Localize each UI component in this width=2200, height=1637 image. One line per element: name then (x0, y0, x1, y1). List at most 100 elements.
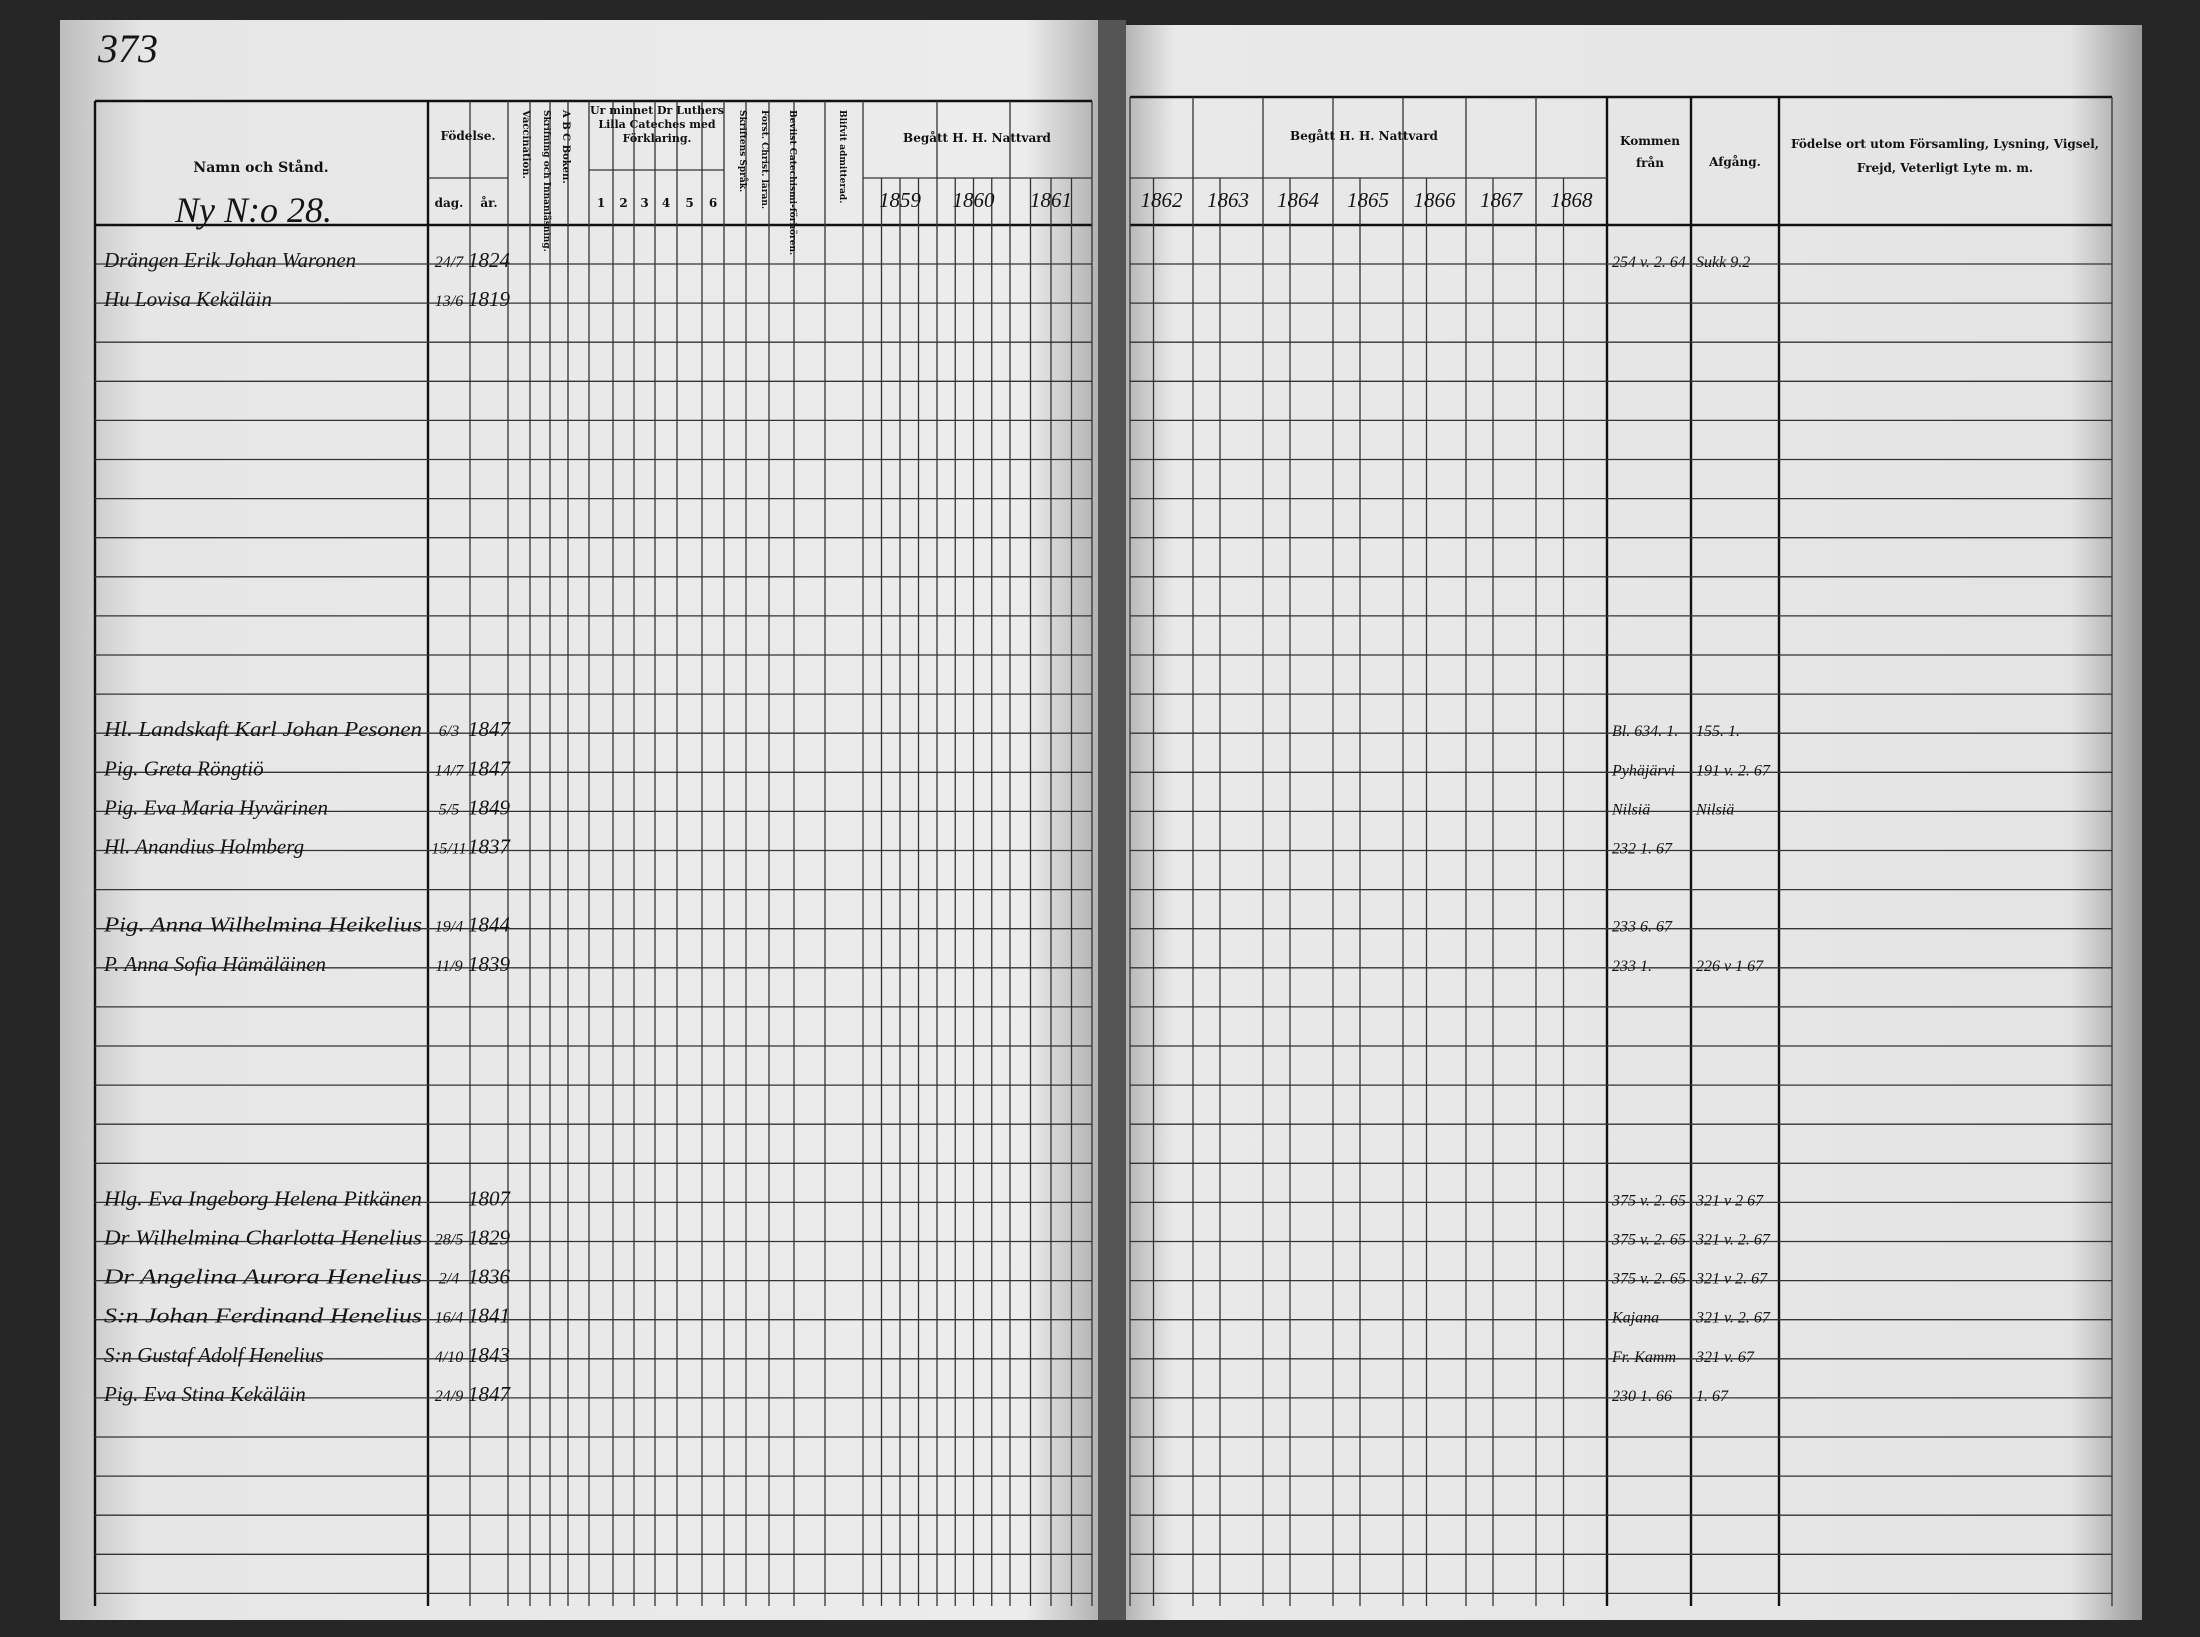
year-header: 1859 (879, 188, 922, 212)
entry-day: 2/4 (439, 1271, 459, 1288)
entry-name: Pig. Greta Röngtiö (103, 756, 264, 780)
entry-name: Hlg. Eva Ingeborg Helena Pitkänen (103, 1186, 422, 1210)
from-header-box: Kommen från (1620, 134, 1680, 170)
entry-from: Nilsiä (1611, 801, 1650, 818)
entry-year: 1824 (468, 248, 511, 272)
entry-departure: 1. 67 (1696, 1388, 1729, 1405)
entry-from: Kajana (1611, 1310, 1659, 1327)
left-page (60, 20, 1110, 1620)
catechism-part: 3 (640, 196, 648, 210)
entry-year: 1836 (468, 1265, 511, 1289)
name-header: Namn och Stånd. (193, 158, 328, 176)
remarks-header-box: Födelse ort utom Församling, Lysning, Vi… (1791, 137, 2099, 175)
entry-year: 1847 (468, 1382, 512, 1406)
entry-from: 230 1. 66 (1612, 1388, 1672, 1405)
entry-departure: 321 v. 2. 67 (1695, 1310, 1771, 1327)
page-number: 373 (97, 26, 158, 71)
year-header: 1864 (1277, 188, 1320, 212)
catechism-part: 1 (597, 196, 605, 210)
year-header: 1861 (1030, 188, 1072, 212)
entry-name: Dr Angelina Aurora Henelius (103, 1265, 422, 1289)
entry-year: 1807 (468, 1186, 512, 1210)
year-header: 1860 (953, 188, 996, 212)
catechism-header-box: Ur minnet Dr Luthers Lilla Cateches med … (590, 104, 724, 145)
entry-year: 1837 (468, 835, 512, 859)
entry-departure: 191 v. 2. 67 (1696, 762, 1771, 779)
entry-from: Bl. 634. 1. (1612, 723, 1678, 740)
entry-day: 24/9 (435, 1388, 463, 1405)
entry-departure: Sukk 9.2 (1696, 254, 1750, 271)
entry-name: Hu Lovisa Kekäläin (103, 287, 272, 311)
entry-day: 19/4 (435, 919, 463, 936)
entry-day: 4/10 (435, 1349, 463, 1366)
catechism-part: 2 (619, 196, 627, 210)
year-header: år. (480, 195, 497, 210)
entry-name: P. Anna Sofia Hämäläinen (103, 952, 326, 976)
entry-from: Fr. Kamm (1611, 1349, 1676, 1366)
entry-departure: 321 v. 67 (1695, 1349, 1755, 1366)
entry-from: 233 1. (1612, 958, 1652, 975)
admitted-header: Blifvit admitterad. (837, 110, 847, 203)
entry-day: 5/5 (439, 801, 459, 818)
entry-day: 28/5 (435, 1232, 463, 1249)
entry-name: S:n Johan Ferdinand Henelius (104, 1304, 422, 1328)
year-header: 1865 (1347, 188, 1389, 212)
entry-departure: 321 v 2 67 (1695, 1192, 1764, 1209)
departure-header: Afgång. (1708, 154, 1761, 169)
entry-day: 16/4 (435, 1310, 463, 1327)
year-header: 1862 (1141, 188, 1184, 212)
hearings-header: Beviist Catechismi-förhören. (787, 110, 798, 255)
entry-day: 15/11 (431, 841, 466, 858)
entry-day: 13/6 (435, 293, 463, 310)
entry-day: 11/9 (435, 958, 462, 975)
right-page (1112, 25, 2142, 1620)
vaccination-header: Vaccination. (520, 109, 531, 179)
year-header: 1867 (1480, 188, 1524, 212)
catechism-part: 6 (709, 196, 717, 210)
scripture-header: Skriftens Språk. (737, 110, 749, 192)
entry-departure: 321 v 2. 67 (1695, 1271, 1768, 1288)
entry-departure: 226 v 1 67 (1696, 958, 1764, 975)
entry-name: Pig. Eva Maria Hyvärinen (103, 795, 328, 819)
birth-header: Födelse. (440, 129, 495, 143)
entry-year: 1849 (468, 795, 511, 819)
entry-year: 1847 (468, 717, 512, 741)
entry-year: 1847 (468, 756, 512, 780)
entry-name: Dr Wilhelmina Charlotta Henelius (103, 1226, 422, 1250)
entry-year: 1839 (468, 952, 511, 976)
year-header: 1866 (1414, 188, 1457, 212)
entry-name: Hl. Anandius Holmberg (103, 835, 304, 859)
day-header: dag. (435, 196, 464, 210)
from-header: Kommen från (1620, 134, 1680, 170)
entry-name: S:n Gustaf Adolf Henelius (104, 1343, 324, 1367)
entry-from: 233 6. 67 (1612, 919, 1673, 936)
gutter (1098, 20, 1126, 1620)
entry-from: 232 1. 67 (1612, 841, 1673, 858)
entry-departure: 155. 1. (1696, 723, 1740, 740)
entry-from: Pyhäjärvi (1611, 762, 1675, 779)
reading-header: Skrifning och Innanläsning. (541, 110, 552, 252)
heading: Ny N:o 28. (174, 190, 332, 230)
year-header: 1863 (1207, 188, 1249, 212)
entry-day: 14/7 (435, 762, 464, 779)
entry-year: 1819 (468, 287, 511, 311)
entry-from: 375 v. 2. 65 (1611, 1192, 1686, 1209)
entry-day: 6/3 (439, 723, 459, 740)
entry-year: 1829 (468, 1226, 511, 1250)
entry-year: 1841 (468, 1304, 510, 1328)
year-header: 1868 (1551, 188, 1594, 212)
communion-header-left: Begått H. H. Nattvard (903, 130, 1051, 145)
entry-day: 24/7 (435, 254, 464, 271)
entry-from: 375 v. 2. 65 (1611, 1232, 1686, 1249)
entry-departure: Nilsiä (1695, 801, 1734, 818)
entry-name: Pig. Anna Wilhelmina Heikelius (103, 913, 422, 937)
abc-header: A B C Boken. (560, 109, 571, 184)
remarks-header: Födelse ort utom Församling, Lysning, Vi… (1791, 137, 2099, 175)
entry-name: Pig. Eva Stina Kekäläin (103, 1382, 306, 1406)
text-layer: 373 Namn och Stånd. Ny N:o 28. Födelse. … (97, 26, 2099, 1406)
ruling (93, 95, 2113, 1606)
entry-year: 1843 (468, 1343, 510, 1367)
catechism-part: 4 (662, 196, 670, 210)
